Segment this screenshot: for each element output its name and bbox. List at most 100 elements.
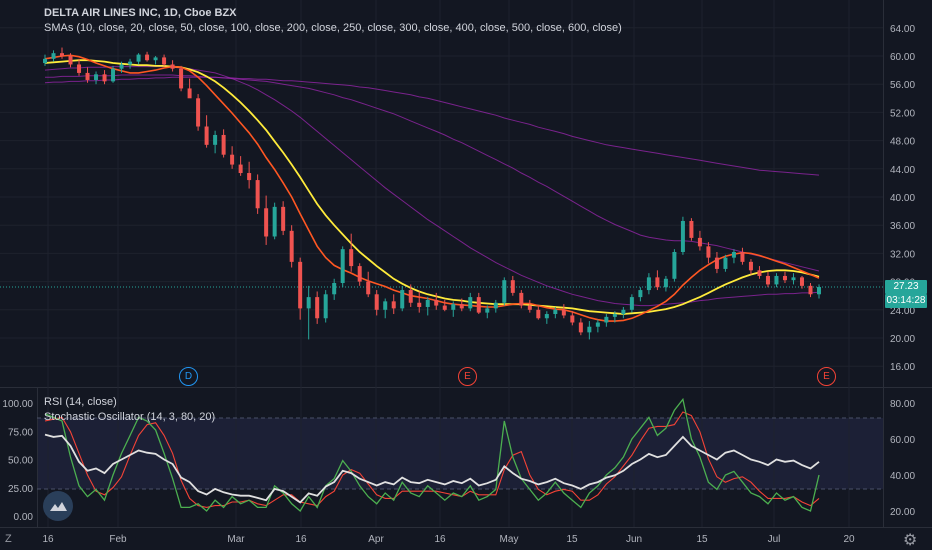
time-tick-label: 20 xyxy=(843,534,855,545)
candle-body xyxy=(357,266,362,282)
candle-body xyxy=(748,261,753,271)
candle-body xyxy=(587,326,592,333)
candle-body xyxy=(196,98,201,127)
candle-body xyxy=(817,287,821,295)
candle-body xyxy=(400,290,405,309)
candle-body xyxy=(264,208,269,237)
candle-body xyxy=(247,173,252,181)
bar-countdown-tag: 03:14:28 xyxy=(885,294,927,308)
candle-body xyxy=(128,61,133,65)
candle-body xyxy=(170,64,175,69)
gear-icon[interactable]: ⚙ xyxy=(903,532,918,549)
candle-body xyxy=(578,322,583,333)
candle-body xyxy=(697,237,702,247)
candle-body xyxy=(502,280,507,303)
candle-body xyxy=(638,290,643,298)
candle-body xyxy=(60,53,65,56)
candle-body xyxy=(306,297,311,309)
timezone-label[interactable]: Z xyxy=(5,533,12,545)
candle-body xyxy=(799,277,804,286)
price-tick-label: 48.00 xyxy=(890,137,915,148)
candle-body xyxy=(544,314,549,319)
candle-body xyxy=(408,290,413,303)
candle-body xyxy=(646,277,651,291)
stochastic-tick-label: 60.00 xyxy=(890,435,915,446)
stochastic-k-line xyxy=(44,397,820,512)
sma-line xyxy=(44,76,820,176)
candle-body xyxy=(536,309,541,319)
price-tick-label: 52.00 xyxy=(890,108,915,119)
stochastic-tick-label: 40.00 xyxy=(890,471,915,482)
candle-body xyxy=(230,154,235,165)
candle-body xyxy=(340,249,345,284)
candle-body xyxy=(77,64,82,73)
time-tick-label: 16 xyxy=(295,534,307,545)
tradingview-logo-icon[interactable] xyxy=(43,491,73,521)
earnings-event-marker[interactable]: E xyxy=(817,367,836,386)
dividend-event-marker[interactable]: D xyxy=(179,367,198,386)
candle-body xyxy=(468,297,473,309)
sma-legend[interactable]: SMAs (10, close, 20, close, 50, close, 1… xyxy=(44,22,622,34)
candle-body xyxy=(102,74,107,82)
candle-body xyxy=(391,301,396,309)
candle-body xyxy=(689,220,694,238)
candle-body xyxy=(68,56,73,65)
candle-body xyxy=(434,299,439,306)
candle-body xyxy=(629,297,634,310)
candle-body xyxy=(570,315,575,323)
candle-body xyxy=(561,309,566,316)
time-tick-label: Apr xyxy=(368,534,384,545)
candle-body xyxy=(94,74,99,80)
candle-body xyxy=(740,251,745,262)
time-tick-label: Jul xyxy=(768,534,781,545)
candle-body xyxy=(723,257,728,269)
candle-body xyxy=(136,54,141,62)
candle-body xyxy=(519,292,524,306)
price-tick-label: 60.00 xyxy=(890,52,915,63)
candle-body xyxy=(162,57,167,65)
rsi-legend[interactable]: RSI (14, close) xyxy=(44,396,117,408)
price-tick-label: 32.00 xyxy=(890,249,915,260)
earnings-event-marker[interactable]: E xyxy=(458,367,477,386)
candle-body xyxy=(85,72,90,80)
candle-body xyxy=(485,308,490,313)
candle-body xyxy=(459,304,464,309)
rsi-tick-label: 0.00 xyxy=(14,512,34,523)
stochastic-tick-label: 80.00 xyxy=(890,399,915,410)
candle-body xyxy=(476,297,481,313)
candle-body xyxy=(553,309,558,315)
candle-body xyxy=(510,280,515,293)
candle-body xyxy=(527,305,532,310)
candle-body xyxy=(612,314,617,317)
candle-body xyxy=(145,54,150,61)
candle-body xyxy=(255,180,260,209)
stochastic-legend[interactable]: Stochastic Oscillator (14, 3, 80, 20) xyxy=(44,411,216,423)
candle-body xyxy=(595,322,600,327)
candle-body xyxy=(272,206,277,237)
time-tick-label: May xyxy=(500,534,519,545)
candle-body xyxy=(604,316,609,323)
price-tick-label: 16.00 xyxy=(890,362,915,373)
candle-body xyxy=(442,305,447,310)
price-tick-label: 24.00 xyxy=(890,306,915,317)
candle-body xyxy=(153,57,158,61)
candle-body xyxy=(204,126,209,145)
candle-body xyxy=(493,302,498,309)
candle-body xyxy=(111,68,116,82)
candle-body xyxy=(417,302,422,307)
candle-body xyxy=(179,68,184,89)
candle-body xyxy=(289,230,294,262)
candle-body xyxy=(672,251,677,279)
time-tick-label: Feb xyxy=(109,534,127,545)
candle-body xyxy=(51,53,56,59)
candle-body xyxy=(663,278,668,288)
candle-body xyxy=(731,251,736,258)
candle-body xyxy=(315,297,320,319)
candle-body xyxy=(349,249,354,267)
rsi-tick-label: 75.00 xyxy=(8,427,33,438)
candle-body xyxy=(119,64,124,69)
candle-body xyxy=(238,164,243,174)
candle-body xyxy=(782,275,787,281)
candle-body xyxy=(791,277,796,281)
